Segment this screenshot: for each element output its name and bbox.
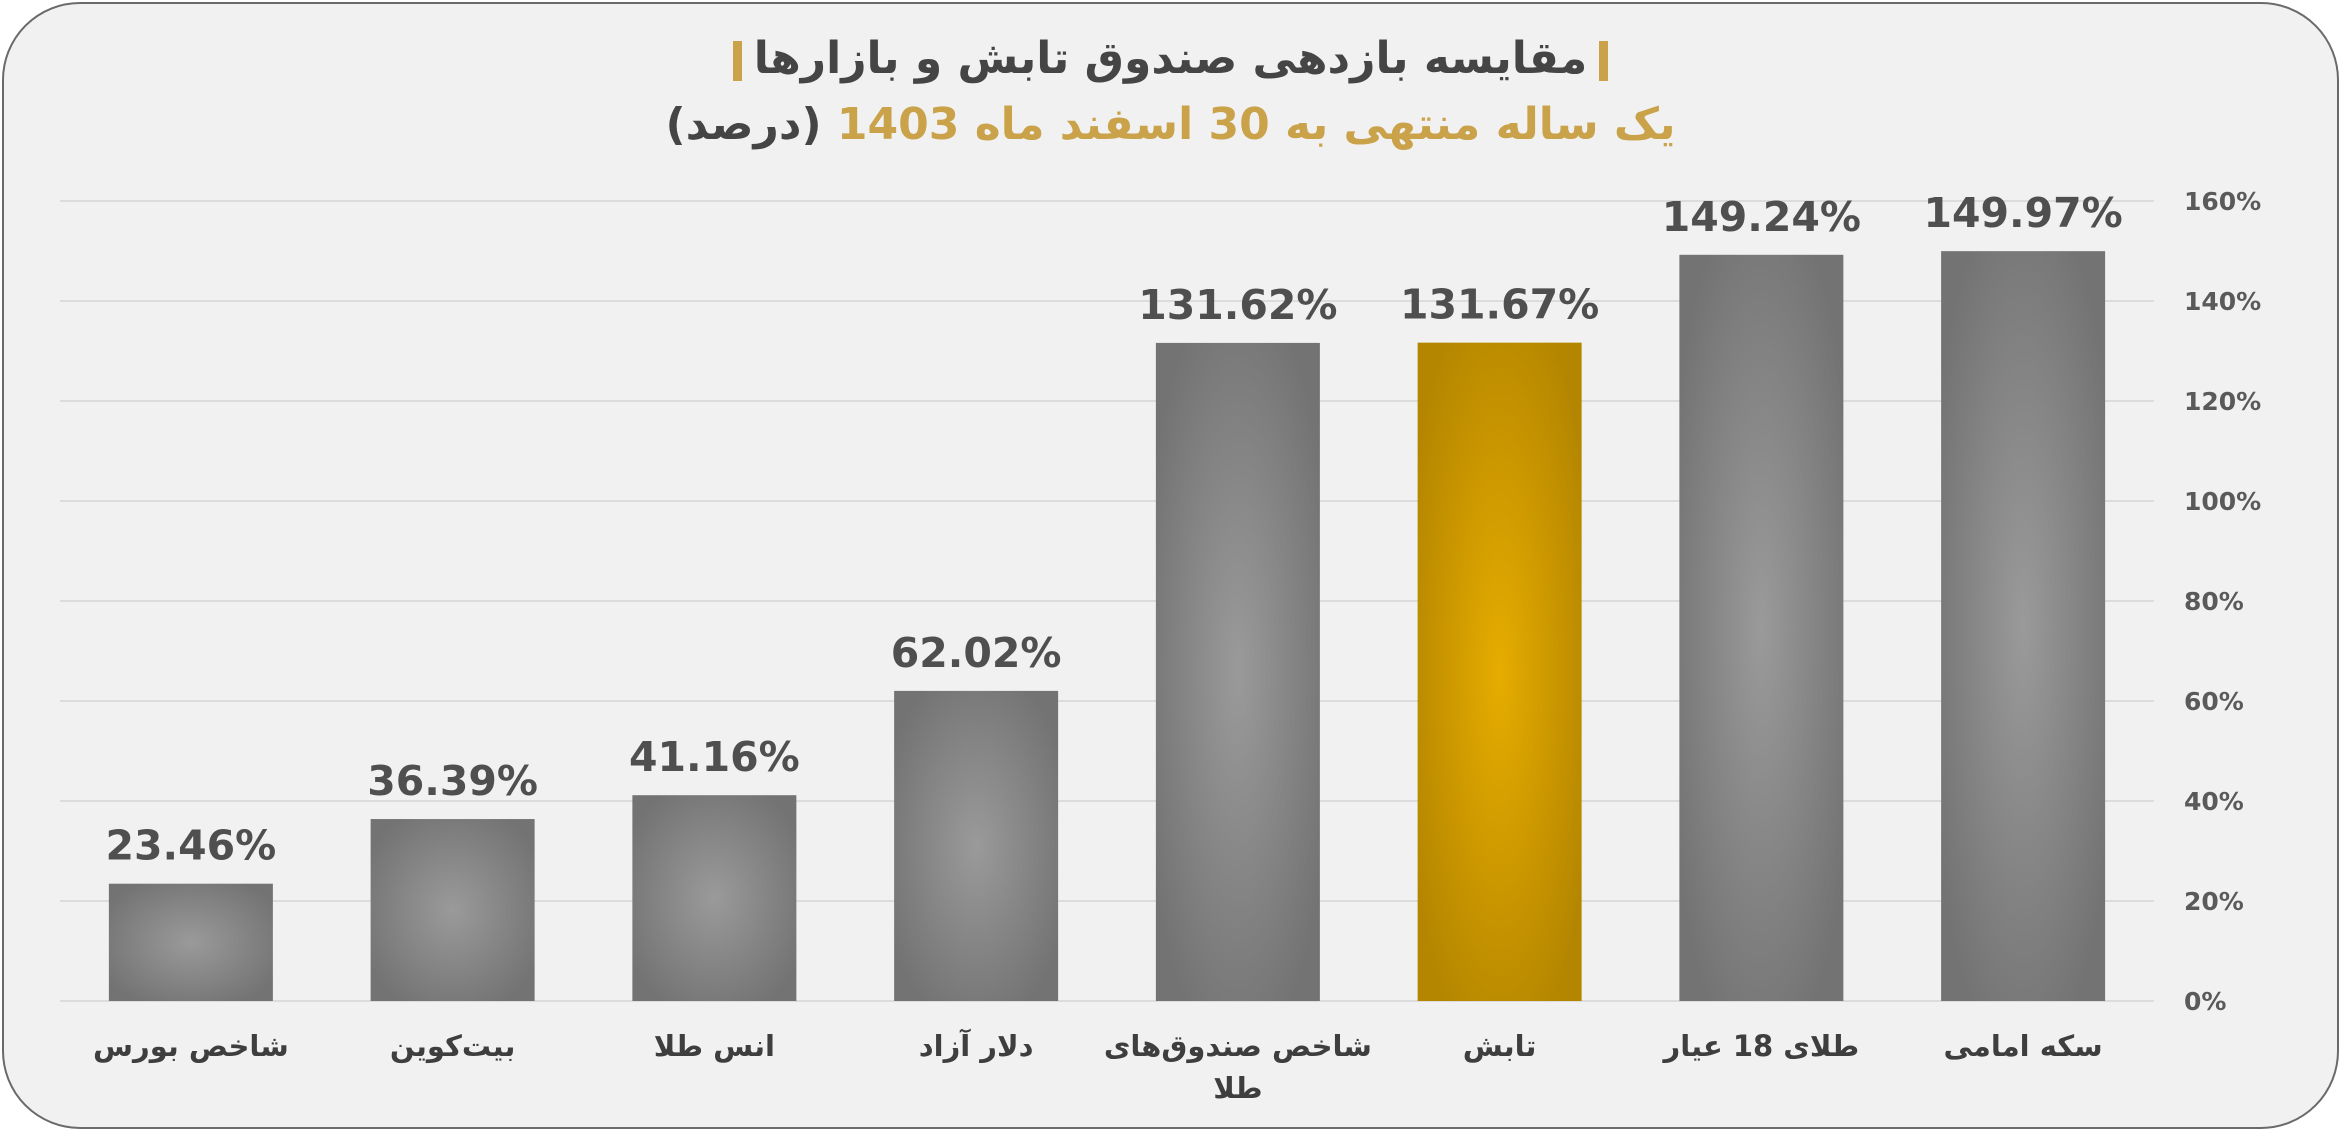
bar	[370, 819, 535, 1001]
bar	[108, 883, 273, 1001]
category-label: انس طلا	[654, 1029, 775, 1063]
chart-subtitle-row: یک ساله منتهی به 30 اسفند ماه 1403 (درصد…	[4, 92, 2337, 158]
y-tick-label: 60%	[2184, 687, 2244, 716]
category-label: دلار آزاد	[919, 1028, 1034, 1063]
data-labels: 149.97% 149.24% 131.67% 131.62% 62.02% 41.16%…	[105, 189, 2122, 870]
y-tick-label: 100%	[2184, 487, 2261, 516]
bar	[1155, 342, 1320, 1001]
chart-subtitle-unit: (درصد)	[665, 99, 822, 150]
y-tick-label: 140%	[2184, 287, 2261, 316]
data-label: 23.46%	[105, 822, 276, 870]
category-labels: سکه امامی طلای 18 عیار تابش شاخص صندوق‌های ط…	[93, 1028, 2103, 1105]
data-label: 41.16%	[629, 733, 800, 781]
category-label: شاخص بورس	[93, 1029, 289, 1063]
category-label: تابش	[1463, 1029, 1537, 1063]
y-tick-label: 120%	[2184, 387, 2261, 416]
title-accent-mark-left	[732, 41, 742, 81]
y-tick-label: 20%	[2184, 887, 2244, 916]
bar-chart-plot: 149.97% 149.24% 131.67% 131.62% 62.02% 41.16%…	[60, 187, 2261, 1105]
bar	[632, 795, 797, 1001]
title-block: مقایسه بازدهی صندوق تابش و بازارها یک سا…	[4, 26, 2337, 158]
category-label: طلا	[1213, 1071, 1262, 1105]
title-accent-mark-right	[1599, 41, 1609, 81]
bars	[108, 251, 2106, 1002]
category-label: طلای 18 عیار	[1662, 1029, 1860, 1063]
data-label: 149.24%	[1662, 193, 1861, 241]
chart-title-row: مقایسه بازدهی صندوق تابش و بازارها	[4, 26, 2337, 92]
chart-subtitle: یک ساله منتهی به 30 اسفند ماه 1403	[836, 99, 1676, 150]
category-label: شاخص صندوق‌های	[1104, 1029, 1372, 1063]
data-label: 149.97%	[1923, 189, 2122, 237]
y-axis-ticks: 0% 20% 40% 60% 80% 100% 120% 140% 160%	[2184, 187, 2261, 1016]
y-tick-label: 0%	[2184, 987, 2226, 1016]
data-label: 131.67%	[1400, 281, 1599, 329]
category-label: سکه امامی	[1944, 1029, 2103, 1063]
data-label: 131.62%	[1138, 281, 1337, 329]
bar	[894, 690, 1059, 1001]
data-label: 62.02%	[891, 629, 1062, 677]
y-tick-label: 160%	[2184, 187, 2261, 216]
bar	[1679, 254, 1844, 1002]
bar-highlight	[1417, 342, 1582, 1001]
chart-title: مقایسه بازدهی صندوق تابش و بازارها	[753, 33, 1588, 84]
y-tick-label: 80%	[2184, 587, 2244, 616]
y-tick-label: 40%	[2184, 787, 2244, 816]
data-label: 36.39%	[367, 757, 538, 805]
bar	[1941, 251, 2106, 1001]
category-label: بیت‌کوین	[390, 1029, 515, 1063]
